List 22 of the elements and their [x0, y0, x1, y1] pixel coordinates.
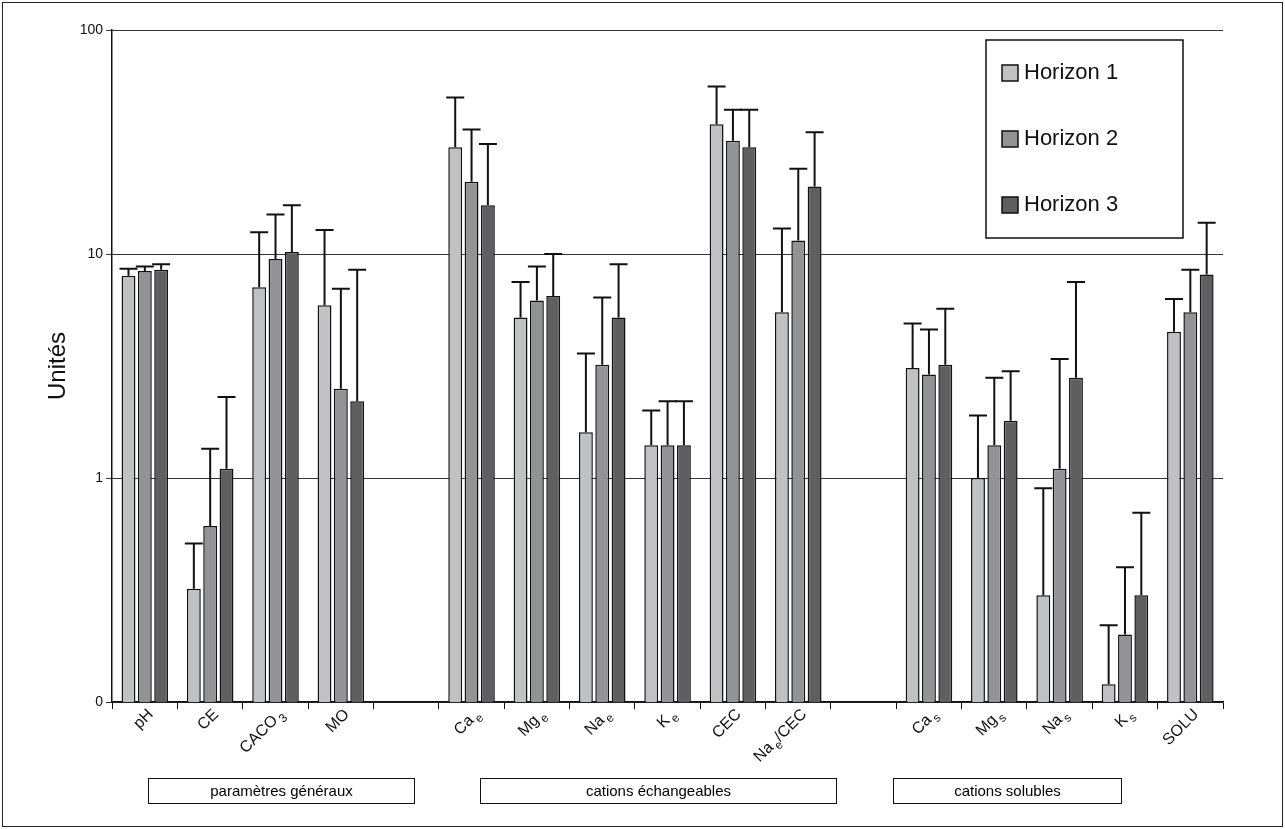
text: paramètres généraux	[148, 778, 415, 804]
y-axis-title: Unités	[43, 331, 71, 401]
x-tick-label: Cas	[908, 710, 944, 738]
x-tick-label: Ke	[653, 710, 683, 731]
legend-label: Horizon 2	[1024, 125, 1119, 151]
x-tick-label: Nae	[580, 710, 618, 738]
text: cations échangeables	[480, 778, 837, 804]
y-tick-label: 1	[95, 468, 104, 485]
legend-label: Horizon 3	[1024, 191, 1119, 217]
legend-label: Horizon 1	[1024, 59, 1119, 85]
text: cations solubles	[893, 778, 1122, 804]
y-tick-label: 100	[79, 20, 104, 37]
x-tick-label: MO	[321, 705, 353, 736]
x-tick-label: Mgs	[972, 710, 1009, 739]
x-tick-label: Ks	[1111, 710, 1140, 731]
x-tick-label: Cae	[450, 710, 487, 738]
x-tick-label: Nas	[1038, 710, 1075, 738]
x-tick-label: CE	[193, 705, 222, 733]
x-tick-label: pH	[129, 705, 157, 732]
y-tick-label: 0	[95, 692, 104, 709]
x-tick-label: Mge	[514, 710, 552, 740]
y-tick-label: 10	[87, 244, 104, 261]
